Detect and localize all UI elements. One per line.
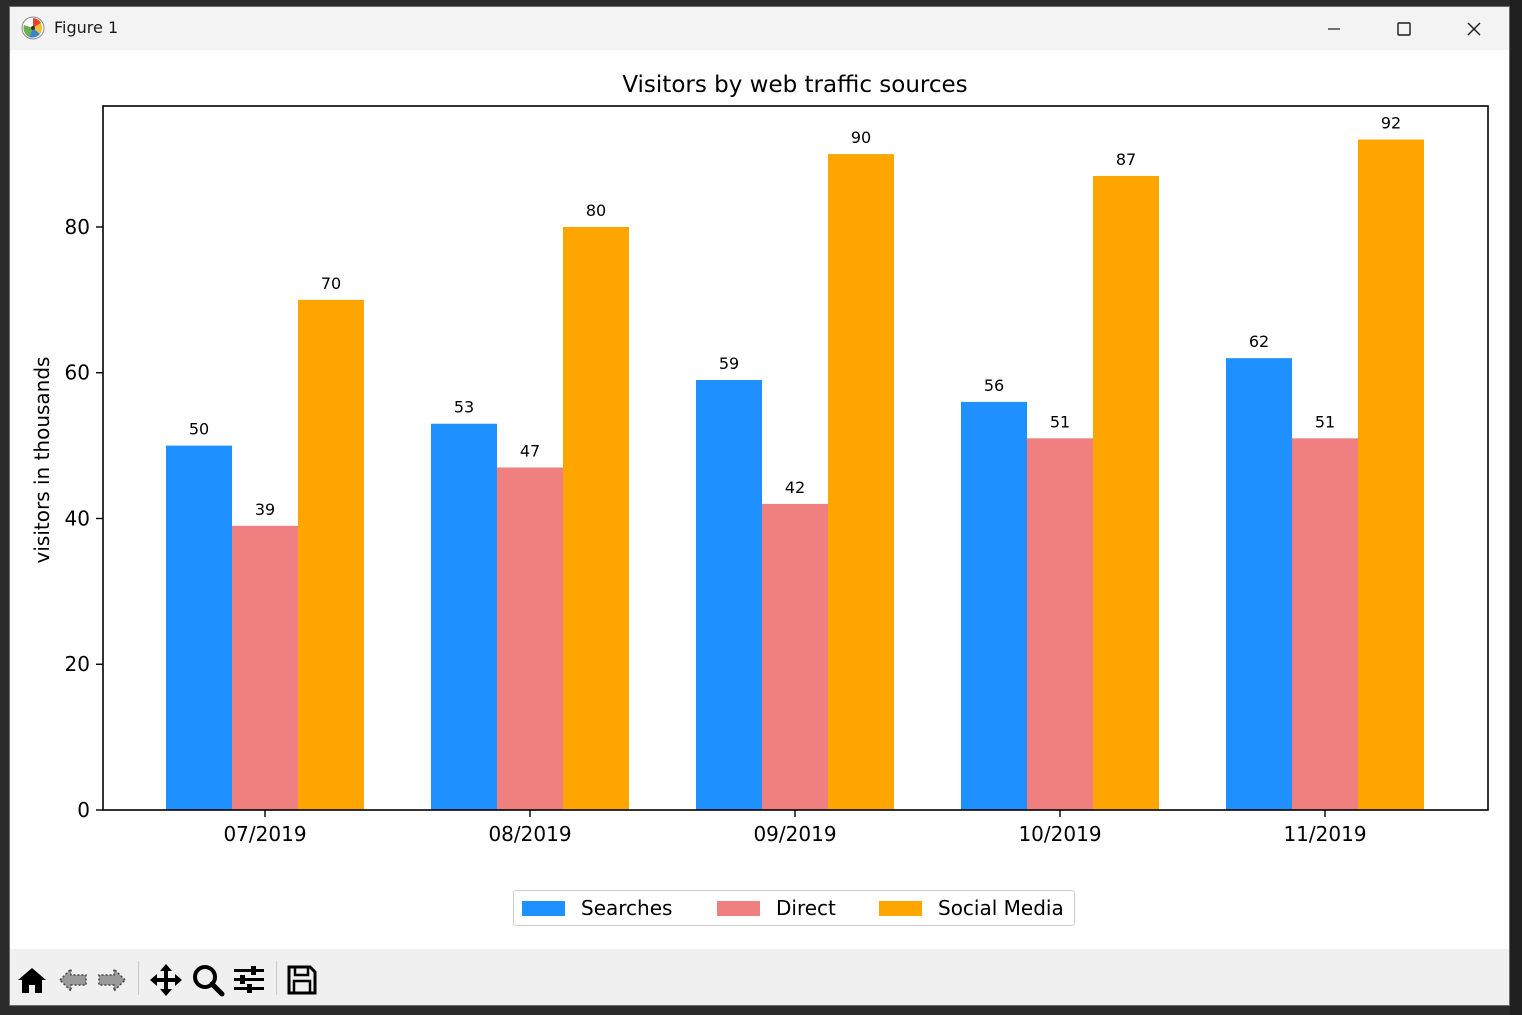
forward-icon xyxy=(98,967,127,993)
bar-searches-09-2019 xyxy=(696,380,762,810)
data-label-direct: 47 xyxy=(520,441,540,460)
bar-social-media-08-2019 xyxy=(563,226,629,810)
toolbar-separator xyxy=(138,961,139,995)
data-label-searches: 62 xyxy=(1249,332,1269,351)
data-label-direct: 51 xyxy=(1050,412,1070,431)
bar-chart: Visitors by web traffic sources visitors… xyxy=(30,72,1489,846)
data-label-social-media: 80 xyxy=(586,201,606,220)
pan-button[interactable] xyxy=(148,962,184,998)
y-tick-label: 60 xyxy=(65,361,90,385)
configure-subplots-icon xyxy=(234,966,264,993)
zoom-icon xyxy=(193,965,225,997)
pan-icon xyxy=(150,964,182,996)
bar-direct-09-2019 xyxy=(762,503,828,810)
close-button[interactable] xyxy=(1439,7,1509,50)
close-icon xyxy=(1467,22,1481,35)
legend-swatch-social-media xyxy=(879,900,922,916)
data-label-social-media: 87 xyxy=(1116,150,1136,169)
y-tick-label: 0 xyxy=(77,798,90,822)
data-label-social-media: 70 xyxy=(321,274,341,293)
x-tick-label: 09/2019 xyxy=(753,822,836,846)
bar-searches-10-2019 xyxy=(961,401,1027,810)
y-tick-label: 80 xyxy=(65,215,90,239)
y-tick-label: 20 xyxy=(65,652,90,676)
data-label-direct: 51 xyxy=(1315,412,1335,431)
bar-social-media-11-2019 xyxy=(1358,139,1424,810)
y-axis-label: visitors in thousands xyxy=(30,357,54,564)
data-label-direct: 39 xyxy=(255,500,275,519)
window-title: Figure 1 xyxy=(54,18,119,37)
data-label-searches: 59 xyxy=(719,354,739,373)
data-labels-layer: 50 53 59 56 62 39 47 42 51 51 70 80 90 87 92 xyxy=(189,114,1401,519)
figure-canvas[interactable]: Visitors by web traffic sources visitors… xyxy=(10,50,1509,949)
legend-label-searches: Searches xyxy=(581,896,673,920)
bar-social-media-09-2019 xyxy=(828,154,894,811)
navigation-toolbar xyxy=(10,949,1509,1005)
title-bar[interactable]: Figure 1 xyxy=(10,7,1509,50)
y-tick-label: 40 xyxy=(65,506,90,530)
minimize-icon xyxy=(1328,27,1340,30)
data-label-social-media: 92 xyxy=(1381,114,1401,133)
figure-window: Figure 1 Visitors by web traffic sources… xyxy=(9,6,1510,1006)
x-tick-label: 07/2019 xyxy=(223,822,306,846)
x-tick-label: 10/2019 xyxy=(1018,822,1101,846)
zoom-button[interactable] xyxy=(190,962,226,998)
maximize-icon xyxy=(1397,21,1411,36)
home-button[interactable] xyxy=(14,962,50,998)
legend-label-social-media: Social Media xyxy=(938,896,1064,920)
back-button[interactable] xyxy=(55,962,91,998)
bars-layer xyxy=(166,139,1424,811)
legend-swatch-direct xyxy=(717,900,760,916)
legend-item-direct: Direct xyxy=(717,891,836,925)
maximize-button[interactable] xyxy=(1369,7,1439,50)
legend: Searches Direct Social Media xyxy=(513,890,1075,926)
data-label-social-media: 90 xyxy=(851,128,871,147)
save-icon xyxy=(287,965,317,995)
bar-searches-11-2019 xyxy=(1226,358,1292,810)
legend-label-direct: Direct xyxy=(776,896,836,920)
bar-social-media-10-2019 xyxy=(1093,175,1159,810)
data-label-searches: 53 xyxy=(454,398,474,417)
bar-searches-08-2019 xyxy=(431,423,497,810)
x-tick-label: 08/2019 xyxy=(488,822,571,846)
bar-direct-11-2019 xyxy=(1292,438,1358,810)
configure-subplots-button[interactable] xyxy=(231,962,267,998)
background-window-edge xyxy=(1510,0,1522,1015)
chart-title: Visitors by web traffic sources xyxy=(622,72,967,98)
data-label-direct: 42 xyxy=(785,478,805,497)
bar-direct-10-2019 xyxy=(1027,438,1093,810)
bar-direct-08-2019 xyxy=(497,467,563,810)
x-tick-label: 11/2019 xyxy=(1283,822,1366,846)
legend-swatch-searches xyxy=(522,900,565,916)
legend-item-searches: Searches xyxy=(522,891,672,925)
data-label-searches: 50 xyxy=(189,420,209,439)
axes-layer: 0 20 40 60 80 07/2019 08/2019 09/2019 10/2019 11/… xyxy=(65,105,1489,846)
bar-searches-07-2019 xyxy=(166,445,232,810)
matplotlib-app-icon xyxy=(21,16,45,40)
data-label-searches: 56 xyxy=(984,376,1004,395)
back-icon xyxy=(58,967,87,993)
forward-button[interactable] xyxy=(94,962,130,998)
save-button[interactable] xyxy=(284,962,320,998)
toolbar-separator xyxy=(276,961,277,995)
home-icon xyxy=(18,968,46,993)
legend-item-social-media: Social Media xyxy=(879,891,1064,925)
bar-direct-07-2019 xyxy=(232,525,298,810)
bar-social-media-07-2019 xyxy=(298,299,364,810)
minimize-button[interactable] xyxy=(1299,7,1369,50)
